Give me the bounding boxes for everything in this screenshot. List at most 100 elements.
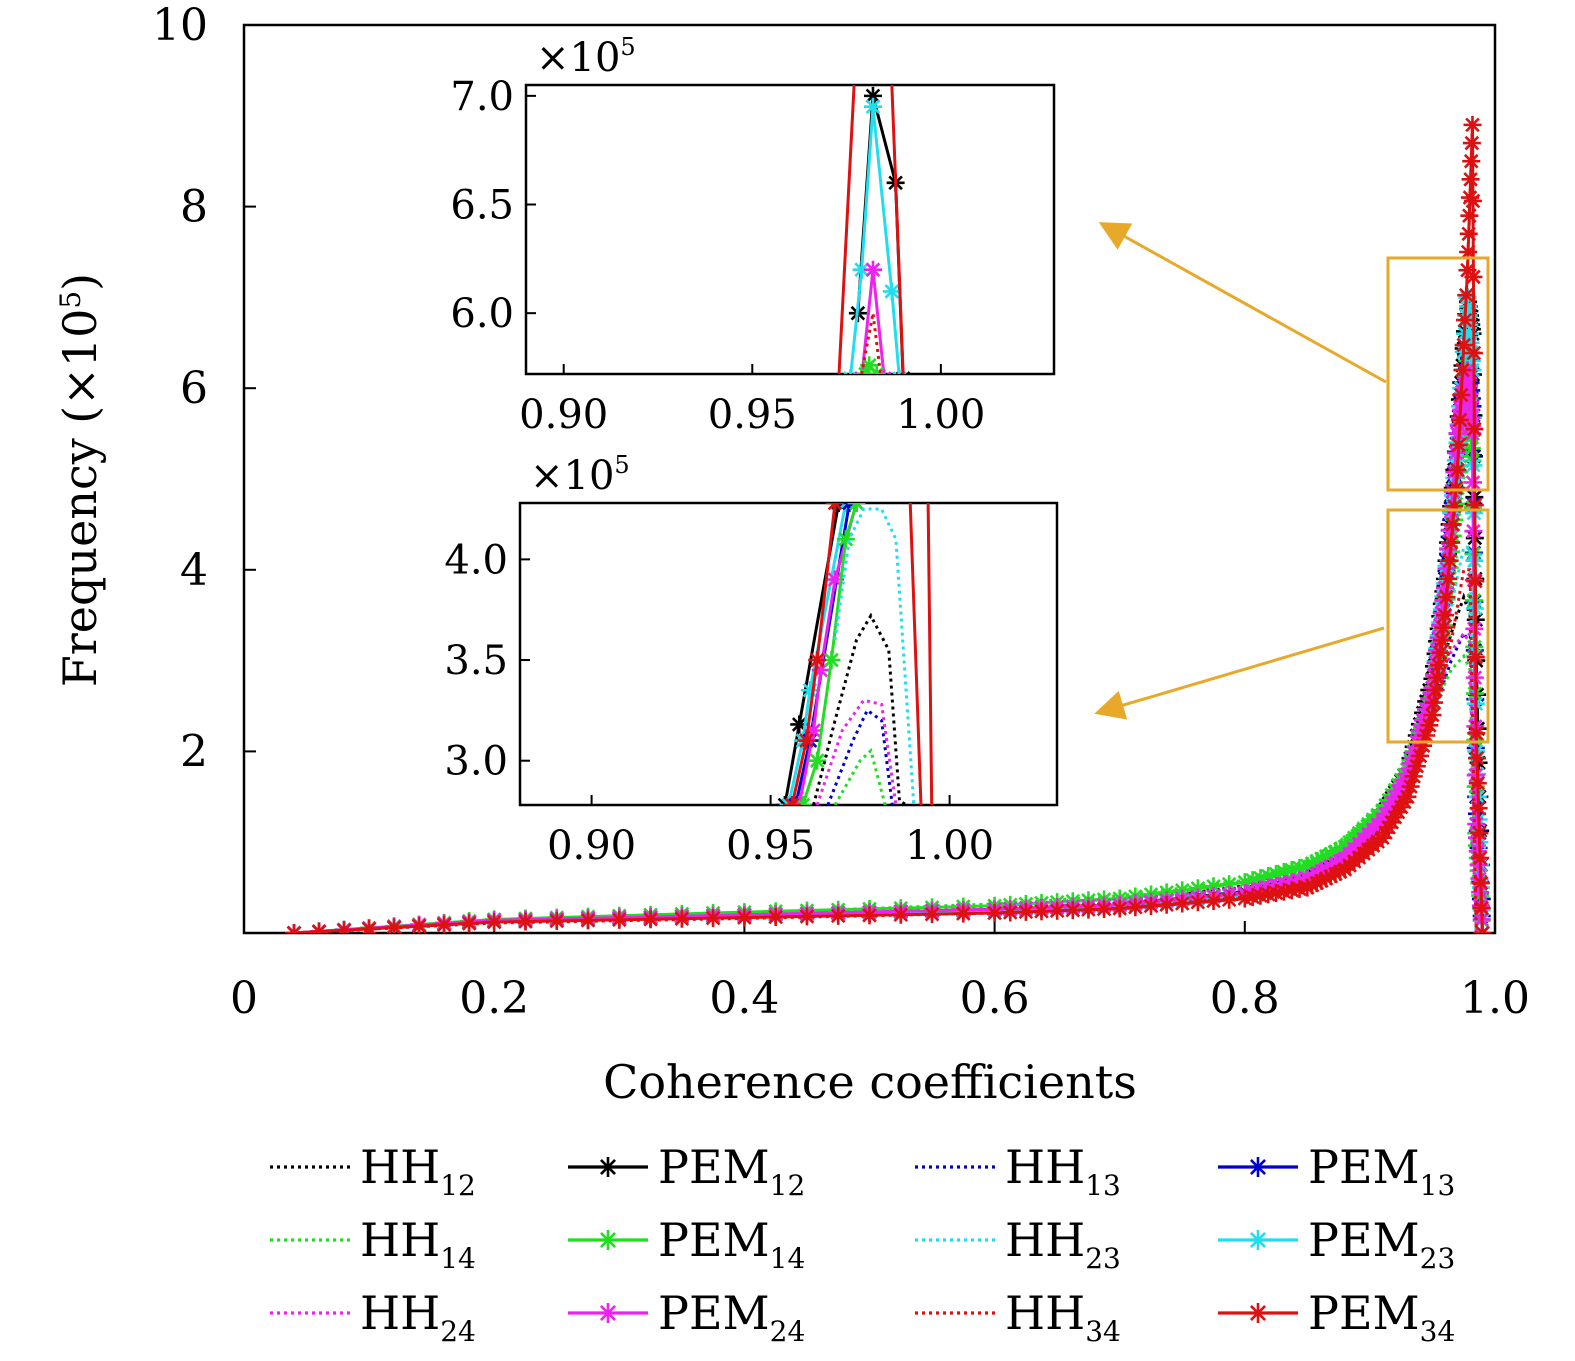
inset-top-marker-pem-24 xyxy=(863,260,882,279)
inset-bottom-series-pem-34-5 xyxy=(783,503,845,805)
main-marker-pem-34 xyxy=(766,907,785,926)
y-tick-label: 2 xyxy=(180,726,208,777)
main-marker-pem-34 xyxy=(1442,533,1461,552)
main-marker-pem-34 xyxy=(1472,899,1491,918)
main-marker-pem-34 xyxy=(1001,903,1020,922)
inset-bottom-series-hh-14-10 xyxy=(833,747,887,805)
inset-bottom-line-pem-34 xyxy=(926,503,934,805)
main-marker-pem-34 xyxy=(1448,460,1467,479)
legend-item-hh-12: HH12 xyxy=(270,1140,476,1202)
legend-item-hh-14: HH14 xyxy=(270,1213,476,1275)
y-tick-label: 8 xyxy=(180,182,208,233)
inset-bottom-series-pem-34-11 xyxy=(908,503,923,805)
inset-bottom-line-pem-34 xyxy=(908,503,923,805)
main-marker-pem-34 xyxy=(385,918,404,933)
main-marker-pem-34 xyxy=(1470,824,1489,843)
main-marker-pem-34 xyxy=(1048,901,1067,920)
main-marker-pem-34 xyxy=(1141,896,1160,915)
main-marker-pem-34 xyxy=(954,904,973,923)
main-marker-pem-34 xyxy=(1462,152,1481,171)
main-marker-pem-34 xyxy=(1455,311,1474,330)
inset-bottom-plot: 0.90 0.95 1.00 3.0 3.5 4.0 ×105 xyxy=(444,451,1059,869)
main-marker-pem-34 xyxy=(1463,191,1482,210)
y-axis-label: Frequency (×105) xyxy=(53,273,107,687)
main-marker-pem-34 xyxy=(1423,706,1442,725)
legend-item-hh-34: HH34 xyxy=(915,1286,1121,1348)
main-marker-pem-34 xyxy=(1471,849,1490,868)
main-marker-pem-34 xyxy=(1188,893,1207,912)
x-tick-label: 0 xyxy=(230,973,258,1024)
inset-bottom-line-hh-14 xyxy=(833,747,887,805)
y-tick-label: 10 xyxy=(152,0,208,51)
legend-marker xyxy=(1248,1303,1268,1323)
legend-item-pem-14: PEM14 xyxy=(568,1213,805,1275)
inset-bottom-line-pem-23 xyxy=(787,503,848,805)
main-marker-pem-34 xyxy=(1452,386,1471,405)
inset-bottom-series-hh-13-8 xyxy=(826,708,894,805)
inset-top-marker-pem-23 xyxy=(852,260,871,279)
inset-bottom-line-hh-13 xyxy=(826,708,894,805)
main-marker-pem-34 xyxy=(704,909,723,928)
main-marker-pem-34 xyxy=(1467,724,1486,743)
main-marker-pem-34 xyxy=(1429,656,1448,675)
legend-item-pem-34: PEM34 xyxy=(1218,1286,1455,1348)
inset-bottom-marker-pem-34 xyxy=(783,796,802,805)
main-marker-pem-34 xyxy=(516,912,535,931)
x-tick-label: 1.0 xyxy=(1460,973,1530,1024)
inset-bottom-marker-pem-14 xyxy=(808,751,827,770)
legend-marker xyxy=(598,1303,618,1323)
inset-bottom-multiplier: ×105 xyxy=(530,451,630,499)
main-marker-pem-34 xyxy=(1446,479,1465,498)
legend-marker xyxy=(1248,1230,1268,1250)
inset-bottom-marker-pem-34 xyxy=(826,503,845,512)
main-marker-pem-34 xyxy=(1466,572,1485,591)
main-marker-pem-34 xyxy=(1473,924,1492,933)
inset-top-series-pem-23-1 xyxy=(843,97,907,374)
main-marker-pem-24 xyxy=(1463,473,1482,492)
main-marker-pem-34 xyxy=(985,904,1004,923)
main-marker-pem-34 xyxy=(672,909,691,928)
highlight-box-top xyxy=(1386,256,1490,492)
main-marker-pem-34 xyxy=(1095,900,1114,919)
x-tick-label: 0.2 xyxy=(459,973,529,1024)
main-marker-pem-34 xyxy=(1220,890,1239,909)
inset-bottom-marker-pem-34 xyxy=(808,651,827,670)
main-marker-pem-34 xyxy=(1464,344,1483,363)
y-tick-label: 6 xyxy=(180,363,208,414)
legend-marker xyxy=(1248,1157,1268,1177)
inset-top-multiplier: ×105 xyxy=(536,33,636,81)
inset-bottom-series-hh-23-6 xyxy=(833,507,916,805)
legend-item-hh-24: HH24 xyxy=(270,1286,476,1348)
main-marker-pem-34 xyxy=(485,913,504,932)
inset-top-line-pem-34 xyxy=(837,85,856,374)
main-marker-pem-34 xyxy=(1173,894,1192,913)
legend-label: PEM13 xyxy=(1308,1140,1455,1202)
legend-label: HH34 xyxy=(1005,1286,1121,1348)
legend-label: PEM12 xyxy=(658,1140,805,1202)
main-marker-pem-34 xyxy=(1428,668,1447,687)
main-marker-pem-34 xyxy=(1437,588,1456,607)
main-marker-pem-34 xyxy=(797,907,816,926)
main-marker-pem-34 xyxy=(1465,420,1484,439)
legend-item-hh-13: HH13 xyxy=(915,1140,1121,1202)
main-marker-pem-34 xyxy=(923,905,942,924)
inset-top-frame xyxy=(524,83,1056,376)
legend-label: HH13 xyxy=(1005,1140,1121,1202)
main-marker-pem-34 xyxy=(1469,799,1488,818)
main-marker-pem-34 xyxy=(1460,206,1479,225)
inset-top-marker-pem-23 xyxy=(843,369,858,374)
main-marker-pem-34 xyxy=(1457,286,1476,305)
main-marker-pem-34 xyxy=(610,910,629,929)
main-marker-pem-34 xyxy=(310,922,329,933)
legend-label: PEM34 xyxy=(1308,1286,1455,1348)
legend-label: HH23 xyxy=(1005,1213,1121,1275)
main-marker-pem-34 xyxy=(1126,898,1145,917)
inset-bottom-marker-pem-14 xyxy=(836,530,855,549)
main-marker-pem-34 xyxy=(1440,551,1459,570)
main-marker-pem-34 xyxy=(1110,899,1129,918)
inset-top-marker-pem-23 xyxy=(863,97,882,116)
inset-bottom-frame xyxy=(518,501,1059,807)
zoom-arrow-top xyxy=(1098,222,1387,384)
legend-item-pem-12: PEM12 xyxy=(568,1140,805,1202)
